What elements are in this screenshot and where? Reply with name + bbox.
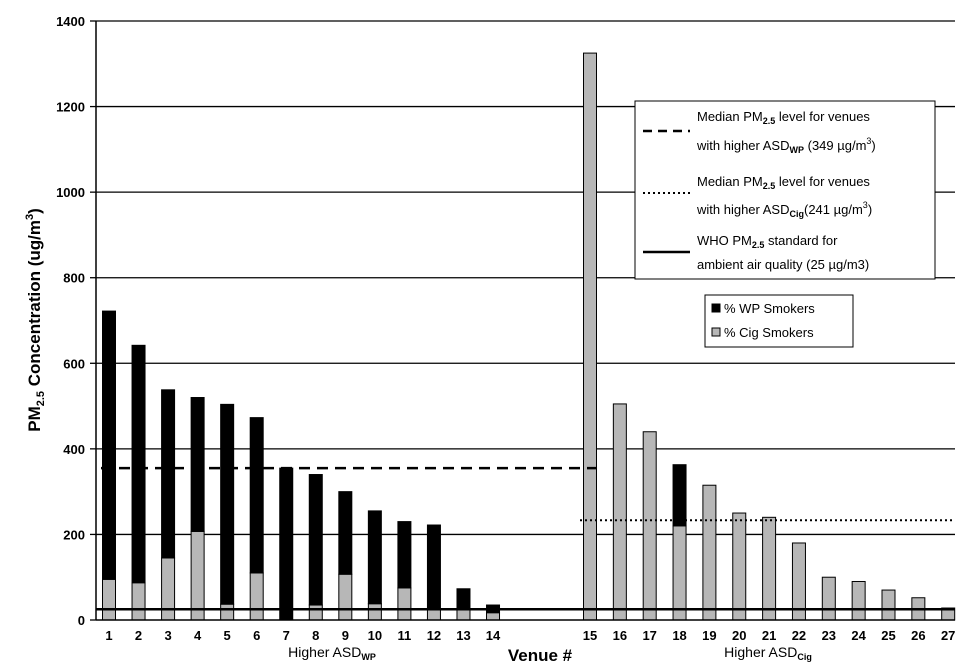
x-tick-label: 21 [762, 628, 776, 643]
bar-cig-smokers [249, 572, 264, 621]
bar-wp-smokers [397, 521, 412, 589]
bar-wp-smokers [672, 464, 687, 527]
x-tick-label: 5 [224, 628, 231, 643]
legend-wp-label: % WP Smokers [724, 301, 815, 316]
bar-cig-smokers [486, 612, 501, 621]
x-tick-label: 25 [881, 628, 895, 643]
x-tick-label: 4 [194, 628, 202, 643]
x-tick-label: 11 [398, 628, 412, 643]
x-tick-label: 22 [792, 628, 806, 643]
x-tick-label: 10 [368, 628, 382, 643]
bar-wp-smokers [102, 310, 116, 580]
y-axis-ticks: 0 200 400 600 800 1000 1200 1400 [56, 14, 96, 628]
x-tick-label: 8 [312, 628, 319, 643]
x-tick-label: 9 [342, 628, 349, 643]
legend-cig-swatch [711, 327, 721, 337]
bar-cig-smokers [881, 589, 896, 621]
y-tick-label: 200 [63, 527, 85, 542]
x-tick-label: 19 [702, 628, 716, 643]
reference-legend: Median PM2.5 level for venues with highe… [634, 100, 936, 280]
bar-cig-smokers [642, 431, 657, 621]
x-tick-label: 18 [672, 628, 686, 643]
group-label-cig: Higher ASDCig [724, 644, 812, 662]
bar-cig-smokers [131, 582, 146, 621]
bar-cig-smokers [338, 573, 353, 621]
bar-wp-smokers [190, 397, 205, 532]
y-tick-label: 1200 [56, 100, 85, 115]
series-legend: % WP Smokers % Cig Smokers [704, 294, 854, 348]
y-axis-title: PM2.5 Concentration (ug/m3) [24, 208, 47, 432]
series-legend-box [704, 294, 854, 348]
bar-cig-smokers [190, 530, 205, 621]
legend-who-label: WHO PM2.5 standard for ambient air quali… [697, 233, 869, 272]
legend-median-cig-label: Median PM2.5 level for venues with highe… [696, 174, 874, 219]
bar-cig-smokers [851, 580, 866, 621]
bar-wp-smokers [220, 403, 235, 605]
x-tick-label: 6 [253, 628, 260, 643]
x-tick-label: 26 [911, 628, 925, 643]
bar-cig-smokers [672, 525, 687, 621]
y-tick-label: 400 [63, 442, 85, 457]
reference-legend-box [634, 100, 936, 280]
bar-wp-smokers [279, 467, 294, 621]
x-tick-label: 1 [105, 628, 112, 643]
y-tick-label: 1000 [56, 185, 85, 200]
x-tick-label: 16 [613, 628, 627, 643]
bar-cig-smokers [732, 512, 747, 621]
bar-cig-smokers [397, 587, 412, 621]
x-tick-label: 2 [135, 628, 142, 643]
y-tick-label: 600 [63, 356, 85, 371]
x-tick-label: 14 [486, 628, 501, 643]
legend-wp-swatch [711, 303, 721, 313]
gridlines [96, 20, 955, 536]
bar-cig-smokers [161, 557, 176, 621]
x-axis-ticks: 1 2 3 4 5 6 7 8 9 10 11 12 13 14 15 16 17 18 19 20 21 22 23 24 2… [105, 628, 955, 643]
x-tick-label: 27 [941, 628, 955, 643]
x-tick-label: 23 [822, 628, 836, 643]
bar-wp-smokers [249, 417, 264, 574]
x-tick-label: 15 [583, 628, 597, 643]
y-tick-label: 800 [63, 271, 85, 286]
bar-wp-smokers [161, 389, 176, 559]
y-tick-label: 1400 [56, 14, 85, 29]
bar-cig-smokers [612, 403, 627, 621]
bar-cig-smokers [702, 484, 717, 621]
reference-lines [96, 466, 955, 611]
bar-wp-smokers [367, 510, 382, 605]
bar-cig-smokers [456, 608, 471, 621]
bar-wp-smokers [456, 588, 471, 610]
x-tick-label: 7 [283, 628, 290, 643]
x-axis-title: Venue # [508, 646, 573, 663]
bar-cig-smokers [308, 604, 323, 621]
bar-wp-smokers [426, 524, 441, 609]
x-tick-label: 24 [851, 628, 866, 643]
x-tick-label: 3 [164, 628, 171, 643]
x-tick-label: 13 [456, 628, 470, 643]
bar-cig-smokers [102, 578, 116, 621]
bar-cig-smokers [762, 516, 777, 621]
bar-cig-smokers [367, 603, 382, 621]
x-tick-label: 12 [427, 628, 441, 643]
legend-median-wp-label: Median PM2.5 level for venues with highe… [696, 109, 876, 155]
bar-cig-smokers [583, 52, 597, 621]
bar-wp-smokers [131, 344, 146, 584]
x-tick-label: 20 [732, 628, 746, 643]
bar-cig-smokers [821, 576, 836, 621]
legend-cig-label: % Cig Smokers [724, 325, 814, 340]
bar-cig-smokers [220, 603, 235, 621]
y-tick-label: 0 [78, 613, 85, 628]
bar-wp-smokers [308, 474, 323, 606]
x-tick-label: 17 [642, 628, 656, 643]
group-label-wp: Higher ASDWP [288, 644, 376, 662]
bar-wp-smokers [338, 491, 353, 575]
